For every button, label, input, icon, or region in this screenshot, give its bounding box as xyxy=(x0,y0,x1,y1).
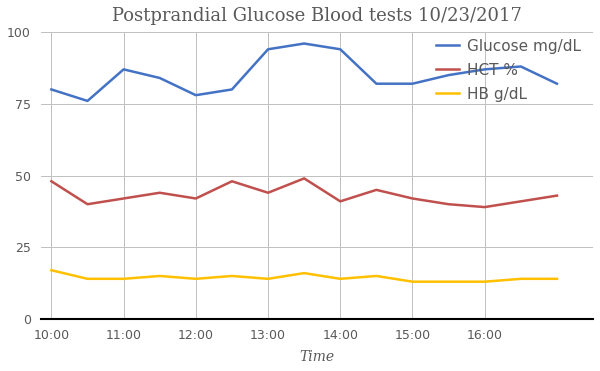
Glucose mg/dL xyxy=(373,82,380,86)
HCT % xyxy=(48,179,55,184)
HB g/dL xyxy=(48,268,55,272)
HB g/dL xyxy=(409,279,416,284)
HB g/dL xyxy=(229,274,236,278)
HCT % xyxy=(265,191,272,195)
Glucose mg/dL xyxy=(156,76,163,80)
HCT % xyxy=(84,202,91,206)
HB g/dL xyxy=(301,271,308,275)
HB g/dL xyxy=(553,277,560,281)
HCT % xyxy=(373,188,380,192)
Title: Postprandial Glucose Blood tests 10/23/2017: Postprandial Glucose Blood tests 10/23/2… xyxy=(112,7,522,25)
Line: HCT %: HCT % xyxy=(52,178,557,207)
Line: HB g/dL: HB g/dL xyxy=(52,270,557,282)
HCT % xyxy=(229,179,236,184)
Legend: Glucose mg/dL, HCT %, HB g/dL: Glucose mg/dL, HCT %, HB g/dL xyxy=(431,34,586,106)
HB g/dL xyxy=(84,277,91,281)
Glucose mg/dL xyxy=(265,47,272,52)
HCT % xyxy=(409,196,416,201)
HCT % xyxy=(337,199,344,204)
HB g/dL xyxy=(156,274,163,278)
HCT % xyxy=(156,191,163,195)
Glucose mg/dL xyxy=(445,73,452,77)
Glucose mg/dL xyxy=(481,67,488,72)
HCT % xyxy=(301,176,308,181)
HCT % xyxy=(481,205,488,209)
X-axis label: Time: Time xyxy=(299,350,334,364)
HCT % xyxy=(445,202,452,206)
HB g/dL xyxy=(445,279,452,284)
Glucose mg/dL xyxy=(48,87,55,92)
HB g/dL xyxy=(337,277,344,281)
HCT % xyxy=(517,199,524,204)
Glucose mg/dL xyxy=(553,82,560,86)
Glucose mg/dL xyxy=(84,99,91,103)
Glucose mg/dL xyxy=(517,64,524,69)
Glucose mg/dL xyxy=(229,87,236,92)
Line: Glucose mg/dL: Glucose mg/dL xyxy=(52,43,557,101)
HCT % xyxy=(120,196,127,201)
HB g/dL xyxy=(120,277,127,281)
HB g/dL xyxy=(481,279,488,284)
HB g/dL xyxy=(373,274,380,278)
Glucose mg/dL xyxy=(337,47,344,52)
HCT % xyxy=(192,196,199,201)
HB g/dL xyxy=(265,277,272,281)
Glucose mg/dL xyxy=(192,93,199,98)
HB g/dL xyxy=(517,277,524,281)
HCT % xyxy=(553,193,560,198)
Glucose mg/dL xyxy=(120,67,127,72)
Glucose mg/dL xyxy=(409,82,416,86)
HB g/dL xyxy=(192,277,199,281)
Glucose mg/dL xyxy=(301,41,308,46)
